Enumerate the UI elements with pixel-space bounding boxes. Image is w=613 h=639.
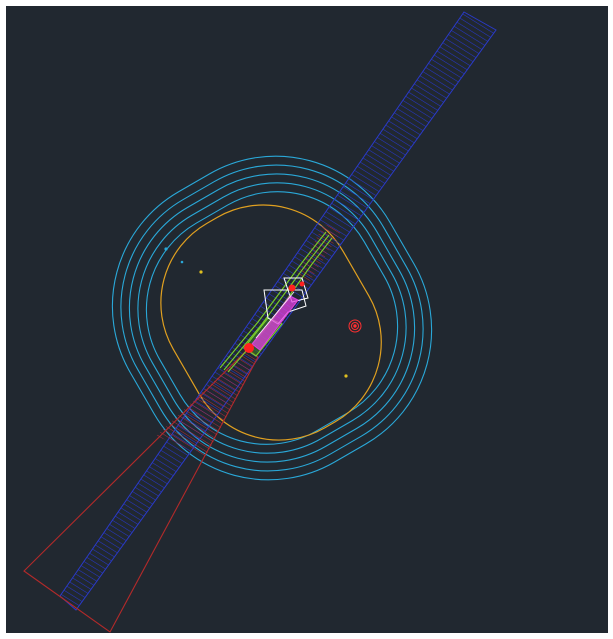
terminal-area bbox=[251, 277, 309, 351]
inner-boundary bbox=[160, 204, 382, 441]
inner-boundary-line bbox=[160, 204, 382, 441]
approach-hatch-southwest bbox=[156, 349, 258, 456]
boundary-contour-ring bbox=[120, 164, 424, 472]
cad-drawing-viewport[interactable] bbox=[6, 6, 608, 633]
boundary-contour-ring bbox=[137, 182, 407, 454]
boundary-contour-ring bbox=[111, 155, 433, 481]
canvas-background bbox=[6, 6, 608, 633]
drawing-canvas[interactable] bbox=[6, 6, 608, 633]
marker-terminal-2 bbox=[299, 281, 305, 287]
target-circle-icon[interactable] bbox=[348, 319, 362, 333]
marker-terminal bbox=[288, 284, 296, 292]
taxiway-line-west bbox=[219, 231, 327, 369]
boundary-contour-ring bbox=[128, 173, 416, 463]
contour-markers bbox=[164, 247, 348, 378]
markers bbox=[244, 281, 305, 353]
terminal-building-north bbox=[283, 277, 309, 303]
apron-centerline bbox=[255, 291, 295, 339]
runway-end-marker-southwest bbox=[244, 343, 254, 353]
taxiway-line-center bbox=[223, 234, 330, 371]
